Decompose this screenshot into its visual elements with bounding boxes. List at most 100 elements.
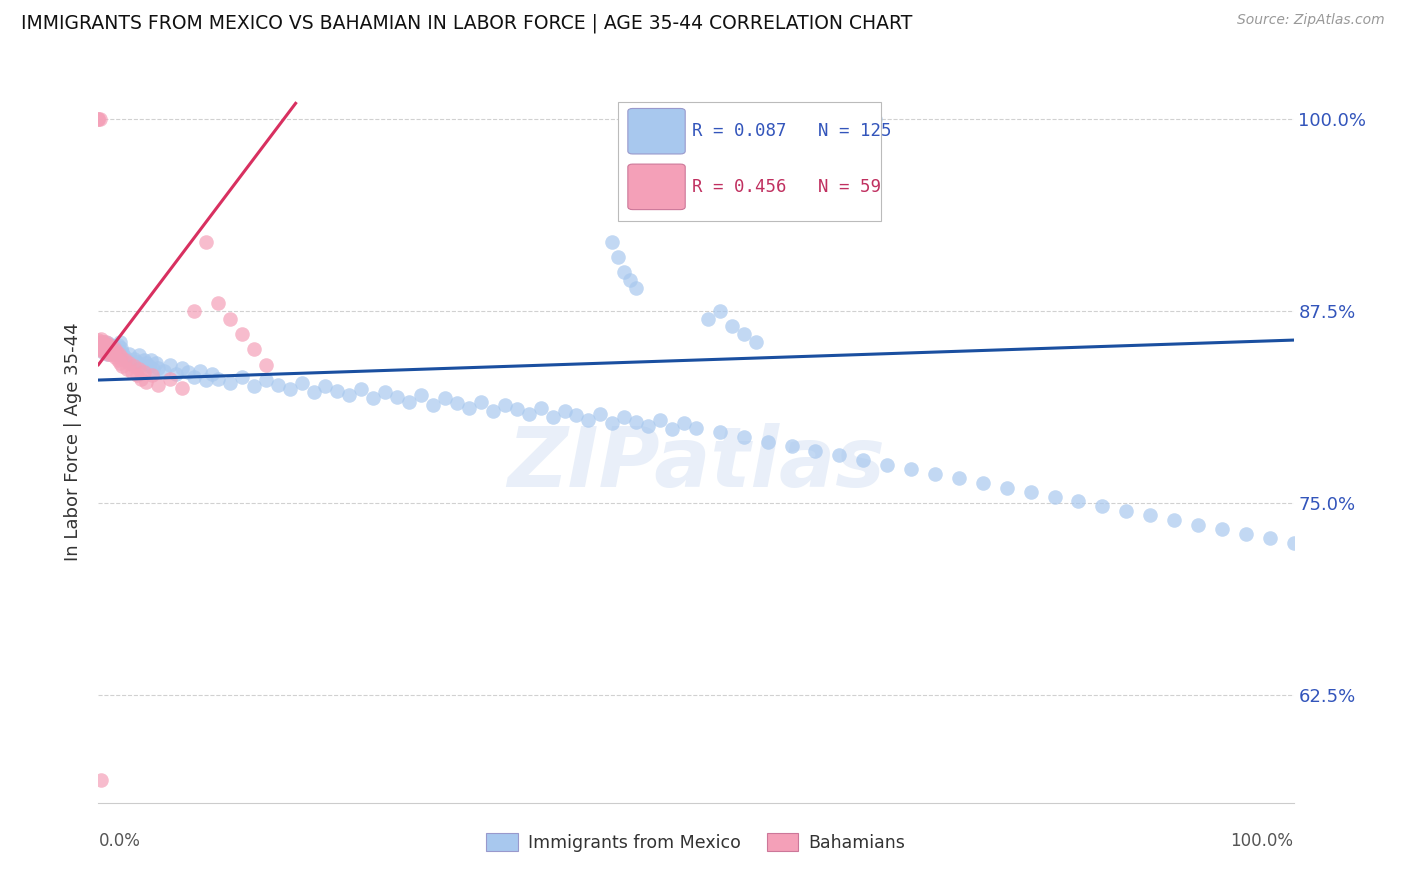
Point: [1282, 536, 1305, 550]
Point: [87, 112, 110, 126]
Point: [98, 343, 121, 357]
Point: [243, 343, 266, 357]
Point: [135, 356, 157, 370]
Point: [111, 359, 134, 374]
Point: [124, 351, 146, 366]
Point: [142, 362, 165, 376]
Point: [114, 350, 136, 364]
Point: [124, 359, 146, 374]
Point: [578, 413, 600, 427]
Point: [172, 381, 194, 395]
Point: [1139, 508, 1161, 523]
Point: [101, 345, 124, 359]
Point: [363, 392, 385, 406]
Point: [219, 376, 242, 391]
Point: [125, 354, 148, 368]
Text: R = 0.087   N = 125: R = 0.087 N = 125: [692, 122, 891, 140]
Text: R = 0.456   N = 59: R = 0.456 N = 59: [692, 178, 882, 196]
Point: [183, 370, 205, 384]
Point: [118, 347, 141, 361]
Point: [91, 337, 114, 351]
Point: [804, 443, 827, 458]
Point: [1043, 490, 1066, 504]
Point: [89, 112, 111, 126]
Point: [756, 434, 779, 449]
Point: [1187, 517, 1209, 532]
Point: [90, 332, 112, 346]
Point: [97, 347, 120, 361]
Point: [97, 336, 120, 351]
Point: [685, 420, 707, 434]
Point: [481, 404, 505, 418]
Point: [1234, 526, 1257, 541]
Point: [94, 341, 117, 355]
Point: [207, 371, 229, 385]
Point: [94, 334, 117, 349]
Point: [111, 345, 134, 359]
Point: [201, 367, 224, 381]
Point: [602, 235, 624, 249]
Point: [626, 415, 648, 429]
Point: [118, 356, 141, 370]
Point: [745, 334, 768, 349]
Point: [87, 336, 110, 351]
Point: [470, 394, 492, 409]
Point: [91, 339, 114, 353]
Point: [207, 296, 229, 310]
Point: [828, 449, 851, 463]
Point: [254, 373, 277, 387]
Point: [494, 398, 516, 412]
Point: [131, 358, 153, 372]
Point: [613, 265, 636, 279]
Point: [97, 341, 120, 355]
Point: [128, 348, 150, 362]
Point: [183, 304, 205, 318]
Point: [87, 339, 110, 353]
Point: [91, 334, 114, 349]
Point: [148, 360, 170, 375]
Point: [115, 362, 138, 376]
Point: [98, 347, 122, 361]
Point: [231, 370, 253, 384]
Point: [661, 422, 683, 436]
Point: [107, 337, 129, 351]
Point: [153, 364, 176, 378]
Point: [87, 343, 110, 357]
Point: [108, 356, 131, 370]
Point: [165, 367, 187, 381]
Point: [96, 337, 118, 351]
Point: [145, 356, 167, 370]
Point: [105, 343, 128, 358]
Point: [105, 347, 128, 361]
Point: [1163, 513, 1185, 527]
Point: [98, 341, 122, 355]
Point: [89, 334, 111, 349]
Point: [1258, 532, 1281, 546]
Point: [159, 358, 181, 372]
Point: [1067, 494, 1090, 508]
Point: [96, 343, 118, 358]
Point: [278, 382, 301, 396]
Point: [132, 353, 155, 368]
Point: [139, 353, 162, 368]
Point: [411, 388, 433, 402]
Point: [385, 390, 409, 404]
Point: [302, 385, 325, 400]
Point: [948, 471, 970, 485]
Point: [924, 467, 946, 481]
Point: [458, 401, 481, 415]
Point: [104, 343, 127, 357]
Point: [291, 376, 314, 391]
Point: [87, 112, 110, 126]
Point: [434, 392, 457, 406]
Point: [107, 347, 129, 361]
Point: [100, 341, 122, 355]
Point: [159, 371, 181, 385]
Point: [267, 377, 290, 392]
Point: [673, 416, 696, 430]
Point: [172, 360, 194, 375]
Point: [104, 350, 127, 364]
FancyBboxPatch shape: [619, 102, 882, 221]
Point: [195, 235, 218, 249]
Point: [1115, 504, 1137, 518]
